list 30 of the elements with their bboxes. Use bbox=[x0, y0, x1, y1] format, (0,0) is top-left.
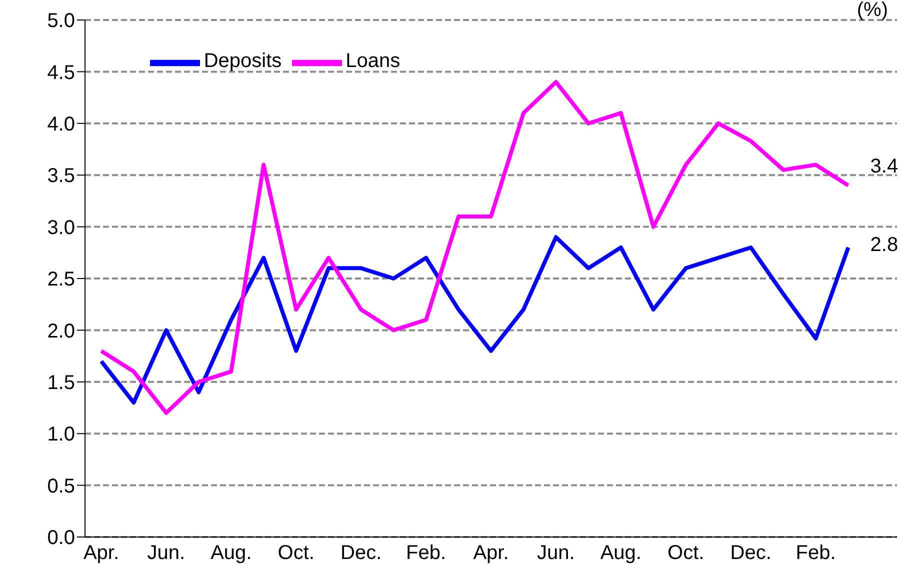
x-tick-label: Jun. bbox=[537, 542, 575, 564]
y-tick-label: 1.5 bbox=[47, 372, 75, 394]
x-tick-label: Oct. bbox=[668, 542, 704, 564]
data-label: 2.8 bbox=[870, 234, 898, 256]
y-axis-title: (%) bbox=[856, 0, 888, 21]
data-label: 3.4 bbox=[870, 156, 898, 178]
x-tick-label: Feb. bbox=[406, 542, 446, 564]
x-tick-label: Feb. bbox=[796, 542, 836, 564]
y-tick-label: 5.0 bbox=[47, 10, 75, 32]
x-tick-label: Jun. bbox=[147, 542, 186, 564]
x-tick-label: Oct. bbox=[278, 542, 314, 564]
y-tick-label: 0.5 bbox=[47, 475, 75, 498]
legend-label: Deposits bbox=[204, 50, 282, 72]
line-series bbox=[99, 80, 850, 415]
x-tick-label: Aug. bbox=[210, 542, 252, 564]
y-tick-label: 2.5 bbox=[47, 268, 75, 291]
x-tick-label: Apr. bbox=[83, 542, 120, 564]
x-tick-label: Dec. bbox=[340, 542, 382, 564]
legend-label: Loans bbox=[346, 50, 400, 72]
y-tick-label: 1.0 bbox=[47, 424, 75, 446]
y-tick-label: 2.0 bbox=[47, 320, 75, 342]
line-series bbox=[99, 235, 850, 405]
y-tick-label: 4.0 bbox=[47, 114, 75, 136]
y-tick-label: 3.0 bbox=[47, 216, 75, 239]
y-tick-label: 0.0 bbox=[47, 527, 75, 550]
y-tick-label: 3.5 bbox=[47, 165, 75, 188]
x-tick-label: Apr. bbox=[473, 542, 509, 564]
x-tick-label: Dec. bbox=[730, 542, 772, 564]
y-tick-label: 4.5 bbox=[47, 62, 75, 84]
x-tick-label: Aug. bbox=[600, 542, 642, 564]
